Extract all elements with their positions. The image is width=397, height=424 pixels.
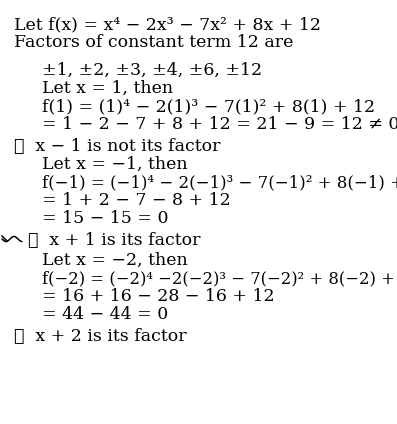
Text: ∴  x − 1 is not its factor: ∴ x − 1 is not its factor — [14, 138, 220, 155]
Text: = 16 + 16 − 28 − 16 + 12: = 16 + 16 − 28 − 16 + 12 — [42, 288, 275, 305]
Text: = 1 − 2 − 7 + 8 + 12 = 21 − 9 = 12 ≠ 0: = 1 − 2 − 7 + 8 + 12 = 21 − 9 = 12 ≠ 0 — [42, 116, 397, 133]
Text: = 1 + 2 − 7 − 8 + 12: = 1 + 2 − 7 − 8 + 12 — [42, 192, 231, 209]
Text: = 15 − 15 = 0: = 15 − 15 = 0 — [42, 210, 168, 227]
Text: ∴  x + 2 is its factor: ∴ x + 2 is its factor — [14, 328, 187, 345]
Text: f(−1) = (−1)⁴ − 2(−1)³ − 7(−1)² + 8(−1) + 12: f(−1) = (−1)⁴ − 2(−1)³ − 7(−1)² + 8(−1) … — [42, 174, 397, 191]
Text: Let x = −1, then: Let x = −1, then — [42, 156, 188, 173]
Text: = 44 − 44 = 0: = 44 − 44 = 0 — [42, 306, 168, 323]
Text: Let x = 1, then: Let x = 1, then — [42, 80, 173, 97]
Text: Let f(x) = x⁴ − 2x³ − 7x² + 8x + 12: Let f(x) = x⁴ − 2x³ − 7x² + 8x + 12 — [14, 16, 321, 33]
Text: ±1, ±2, ±3, ±4, ±6, ±12: ±1, ±2, ±3, ±4, ±6, ±12 — [42, 62, 262, 79]
Text: f(−2) = (−2)⁴ −2(−2)³ − 7(−2)² + 8(−2) + 12: f(−2) = (−2)⁴ −2(−2)³ − 7(−2)² + 8(−2) +… — [42, 270, 397, 287]
Text: f(1) = (1)⁴ − 2(1)³ − 7(1)² + 8(1) + 12: f(1) = (1)⁴ − 2(1)³ − 7(1)² + 8(1) + 12 — [42, 98, 375, 115]
Text: ∴  x + 1 is its factor: ∴ x + 1 is its factor — [28, 232, 200, 249]
Text: Factors of constant term 12 are: Factors of constant term 12 are — [14, 34, 293, 51]
Text: Let x = −2, then: Let x = −2, then — [42, 252, 188, 269]
